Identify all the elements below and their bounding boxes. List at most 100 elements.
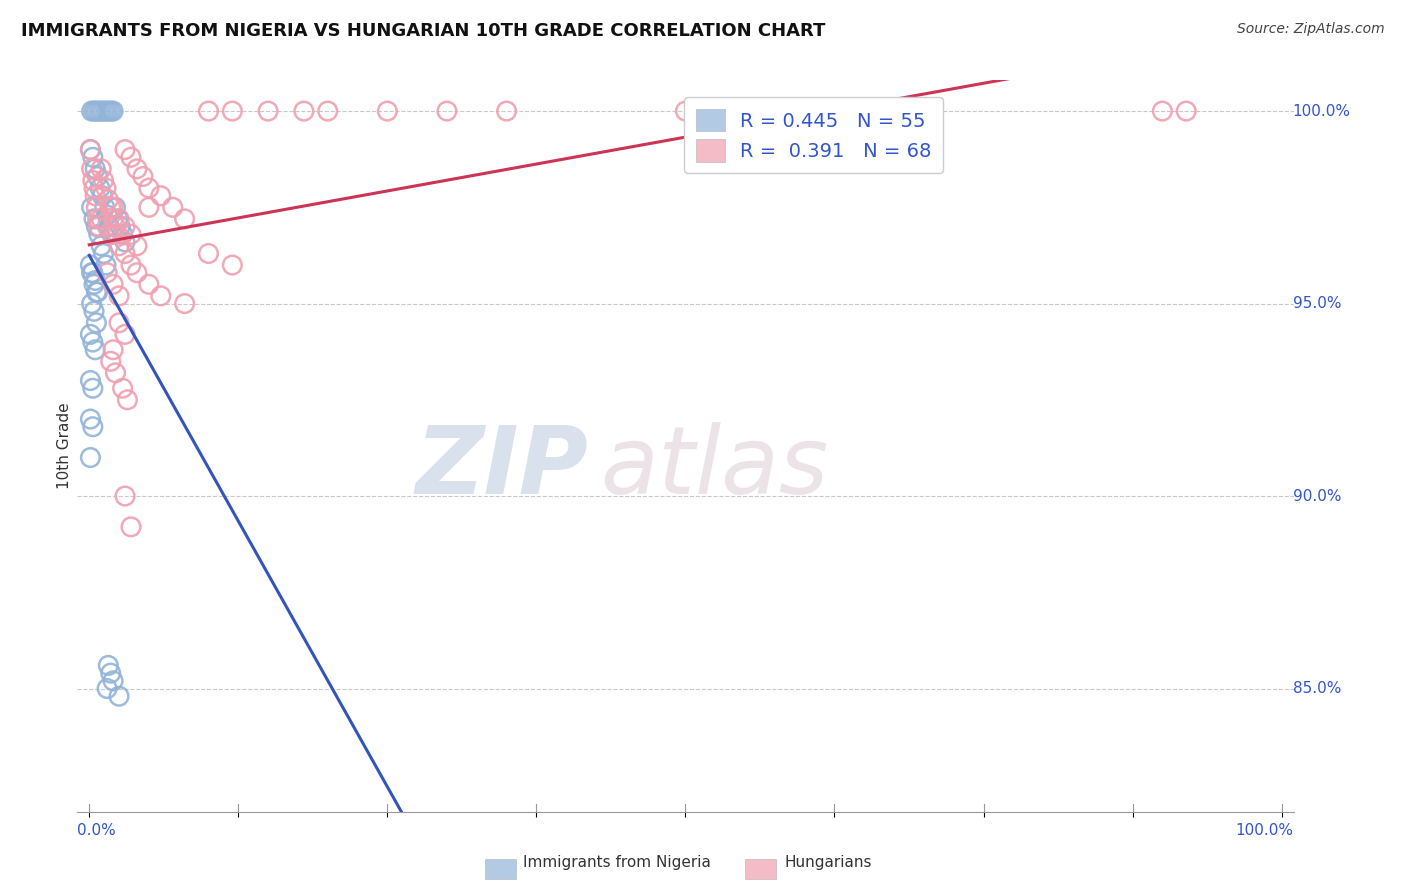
Point	[173, 296, 195, 310]
Point	[149, 289, 172, 303]
Point	[98, 219, 121, 234]
Point	[84, 343, 107, 357]
Point	[107, 211, 129, 226]
Point	[108, 289, 131, 303]
Point	[97, 193, 120, 207]
Point	[120, 227, 142, 242]
Text: 100.0%: 100.0%	[1236, 823, 1294, 838]
Point	[125, 266, 148, 280]
Point	[292, 104, 315, 119]
Point	[817, 104, 839, 119]
Point	[100, 104, 122, 119]
Point	[83, 211, 105, 226]
Point	[110, 219, 132, 234]
Point	[90, 161, 112, 176]
Point	[316, 104, 339, 119]
Point	[80, 104, 103, 119]
Point	[101, 227, 124, 242]
Point	[111, 381, 134, 395]
Point	[104, 219, 127, 234]
Point	[104, 366, 127, 380]
Point	[114, 219, 136, 234]
Point	[138, 277, 160, 292]
Point	[114, 143, 136, 157]
Point	[495, 104, 517, 119]
Point	[257, 104, 280, 119]
Point	[86, 285, 108, 299]
Point	[132, 169, 155, 184]
Point	[90, 239, 112, 253]
Point	[83, 181, 105, 195]
Point	[84, 273, 107, 287]
Point	[96, 208, 118, 222]
Point	[108, 211, 131, 226]
Text: IMMIGRANTS FROM NIGERIA VS HUNGARIAN 10TH GRADE CORRELATION CHART: IMMIGRANTS FROM NIGERIA VS HUNGARIAN 10T…	[21, 22, 825, 40]
Point	[87, 227, 110, 242]
Point	[120, 150, 142, 164]
Point	[101, 200, 124, 214]
Point	[94, 181, 117, 195]
Point	[100, 666, 122, 681]
Point	[93, 173, 115, 187]
Point	[94, 104, 117, 119]
Point	[79, 412, 101, 426]
Point	[101, 343, 124, 357]
Point	[89, 181, 111, 195]
Point	[90, 104, 112, 119]
Text: 90.0%: 90.0%	[1292, 489, 1341, 504]
Point	[114, 327, 136, 342]
Point	[80, 161, 103, 176]
Point	[734, 104, 756, 119]
Point	[125, 161, 148, 176]
Point	[82, 173, 104, 187]
Point	[83, 304, 105, 318]
Point	[138, 200, 160, 214]
Point	[108, 690, 131, 704]
Point	[675, 104, 697, 119]
Point	[107, 227, 129, 242]
Point	[94, 258, 117, 272]
Point	[79, 327, 101, 342]
Point	[82, 381, 104, 395]
Point	[84, 161, 107, 176]
Text: atlas: atlas	[600, 423, 828, 514]
Point	[120, 258, 142, 272]
Point	[79, 143, 101, 157]
Point	[149, 188, 172, 202]
Point	[86, 211, 108, 226]
Text: ZIP: ZIP	[415, 422, 588, 514]
Point	[93, 104, 115, 119]
Point	[197, 246, 219, 260]
Point	[125, 239, 148, 253]
Point	[86, 316, 108, 330]
Point	[84, 188, 107, 202]
Point	[87, 219, 110, 234]
Point	[80, 200, 103, 214]
Point	[87, 104, 110, 119]
Text: Source: ZipAtlas.com: Source: ZipAtlas.com	[1237, 22, 1385, 37]
Point	[94, 200, 117, 214]
Point	[96, 266, 118, 280]
Point	[101, 227, 124, 242]
Point	[1175, 104, 1198, 119]
Point	[114, 235, 136, 249]
Point	[80, 296, 103, 310]
Text: 0.0%: 0.0%	[77, 823, 117, 838]
Text: 100.0%: 100.0%	[1292, 103, 1351, 119]
Point	[173, 211, 195, 226]
Point	[96, 681, 118, 696]
Point	[114, 489, 136, 503]
Point	[111, 227, 134, 242]
Point	[101, 277, 124, 292]
Point	[375, 104, 398, 119]
Point	[83, 104, 105, 119]
Point	[79, 143, 101, 157]
Point	[138, 181, 160, 195]
Point	[1152, 104, 1174, 119]
Point	[221, 258, 243, 272]
Text: Immigrants from Nigeria: Immigrants from Nigeria	[523, 855, 711, 870]
Point	[100, 354, 122, 368]
Point	[82, 266, 104, 280]
Point	[120, 520, 142, 534]
Point	[114, 246, 136, 260]
